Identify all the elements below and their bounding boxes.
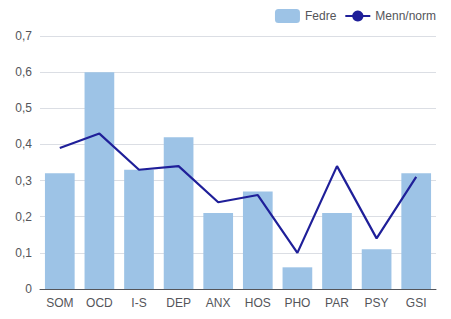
svg-text:PAR: PAR <box>325 296 349 310</box>
svg-text:Fedre: Fedre <box>305 9 337 23</box>
svg-text:ANX: ANX <box>206 296 231 310</box>
svg-text:PSY: PSY <box>365 296 389 310</box>
svg-text:0,5: 0,5 <box>15 101 32 115</box>
svg-text:I-S: I-S <box>131 296 146 310</box>
svg-text:0,4: 0,4 <box>15 137 32 151</box>
svg-text:Menn/norm: Menn/norm <box>375 9 436 23</box>
svg-text:0,2: 0,2 <box>15 210 32 224</box>
svg-text:GSI: GSI <box>406 296 427 310</box>
svg-text:HOS: HOS <box>245 296 271 310</box>
svg-text:PHO: PHO <box>284 296 310 310</box>
svg-text:0,6: 0,6 <box>15 65 32 79</box>
svg-text:0,3: 0,3 <box>15 174 32 188</box>
svg-text:0,1: 0,1 <box>15 246 32 260</box>
svg-text:OCD: OCD <box>86 296 113 310</box>
svg-text:0: 0 <box>25 282 32 296</box>
svg-text:0,7: 0,7 <box>15 29 32 43</box>
svg-text:SOM: SOM <box>46 296 73 310</box>
svg-text:DEP: DEP <box>166 296 191 310</box>
